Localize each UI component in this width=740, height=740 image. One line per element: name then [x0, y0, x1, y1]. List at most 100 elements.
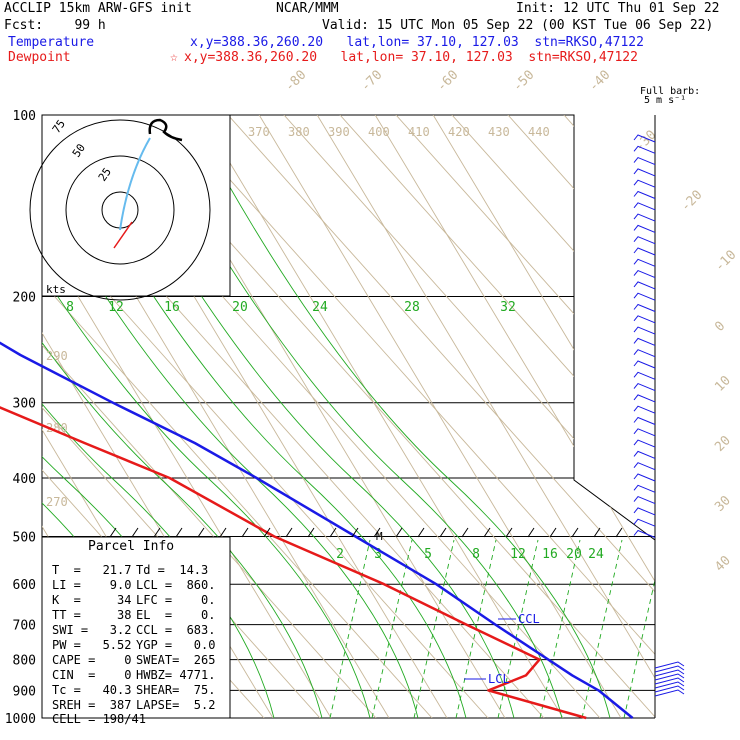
mixing-ratio-line: [623, 539, 655, 718]
dry-adiabat: [227, 115, 655, 718]
parcel-row: SWEAT= 265: [136, 653, 216, 667]
hodograph-ring-label: 50: [70, 141, 88, 159]
pressure-label: 300: [13, 397, 36, 412]
mixing-ratio-line: [581, 539, 623, 718]
wind-barb: [633, 450, 656, 459]
wind-barb: [633, 236, 656, 245]
parcel-info-frame: [41, 536, 231, 719]
isotherm-label: -40: [586, 68, 613, 95]
barb-key-units: 5 m s⁻¹: [644, 95, 687, 106]
wind-barb: [633, 416, 656, 425]
wind-barb: [633, 439, 656, 448]
isotherm-line: [258, 115, 622, 718]
parcel-row: Tc = 40.3: [52, 683, 132, 697]
mixing-ratio-label: 28: [404, 300, 420, 315]
m-label: M: [376, 530, 383, 543]
dewpoint-legend-label: Dewpoint: [8, 50, 71, 65]
isotherm-label: 10: [712, 373, 734, 395]
level-tick: [483, 527, 491, 538]
theta-label: 410: [408, 125, 430, 139]
wind-barb: [633, 156, 656, 166]
parcel-row: LCL = 860.: [136, 578, 216, 592]
mixing-ratio-label: 5: [424, 547, 432, 562]
isotherm-label: 0: [712, 319, 728, 335]
mixing-ratio-line: [497, 539, 539, 718]
mixing-ratio-label: 2: [336, 547, 344, 562]
wind-barb: [633, 202, 656, 211]
parcel-row: CCL = 683.: [136, 623, 216, 637]
level-tick: [461, 527, 469, 538]
isotherm-line: [374, 115, 655, 718]
level-tick: [373, 527, 381, 538]
wind-barb: [633, 337, 656, 346]
isotherm-label: 40: [712, 553, 734, 575]
temperature-station-info: x,y=388.36,260.20 lat,lon= 37.10, 127.03…: [190, 35, 644, 50]
level-tick: [307, 527, 315, 538]
wind-barb: [654, 685, 685, 693]
dry-adiabat: [283, 115, 655, 718]
level-tick: [219, 527, 227, 538]
wind-barb: [633, 349, 656, 358]
dewpoint-station-info: x,y=388.36,260.20 lat,lon= 37.10, 127.03…: [184, 50, 638, 65]
isotherm-label: -70: [358, 68, 385, 95]
moist-adiabat: [42, 115, 371, 718]
parcel-row: CIN = 0: [52, 668, 132, 682]
wind-barb: [633, 462, 656, 471]
theta-label: 440: [528, 125, 550, 139]
wind-barb: [633, 507, 656, 516]
temperature-legend-label: Temperature: [8, 35, 95, 50]
mixing-ratio-label: 16: [542, 547, 558, 562]
theta-label: 390: [328, 125, 350, 139]
level-tick: [571, 527, 579, 538]
wind-barb: [654, 673, 685, 681]
parcel-row: K = 34: [52, 593, 132, 607]
dry-adiabat: [42, 115, 433, 718]
level-tick: [131, 527, 139, 538]
parcel-row: LI = 9.0: [52, 578, 132, 592]
parcel-row: SREH = 387: [52, 698, 132, 712]
isotherm-label: 20: [712, 433, 734, 455]
level-tick: [593, 527, 601, 538]
ccl-label: CCL: [518, 612, 540, 626]
pressure-label: 500: [13, 530, 36, 545]
theta-label: 290: [46, 349, 68, 363]
hodograph-trace: [119, 137, 151, 231]
wind-barb: [654, 665, 685, 673]
lcl-label: LCL: [488, 672, 510, 686]
wind-barb: [633, 371, 656, 380]
pressure-label: 200: [13, 291, 36, 306]
model-title: ACCLIP 15km ARW-GFS init: [4, 1, 192, 16]
isotherm-label: -80: [282, 68, 309, 95]
hodograph-storm-vector: [113, 221, 133, 249]
wind-barb: [633, 484, 656, 493]
pressure-label: 900: [13, 684, 36, 699]
pressure-label: 1000: [5, 712, 36, 727]
wind-barb: [633, 168, 656, 177]
hodograph-ring-label: 25: [96, 165, 114, 183]
theta-label: 380: [288, 125, 310, 139]
dewpoint-marker: ☆: [170, 50, 178, 65]
wind-barb: [633, 315, 656, 324]
dry-adiabat: [42, 115, 489, 718]
parcel-row: T = 21.7: [52, 563, 132, 577]
wind-barb: [633, 360, 656, 369]
temperature-profile: [0, 341, 634, 719]
level-tick: [285, 527, 293, 538]
theta-label: 280: [46, 421, 68, 435]
hodograph-units-label: kts: [46, 283, 66, 296]
dry-adiabat: [451, 115, 655, 718]
mixing-ratio-label: 24: [312, 300, 328, 315]
wind-barb: [633, 303, 656, 312]
level-tick: [527, 527, 535, 538]
wind-barb: [633, 326, 656, 335]
moist-adiabat: [42, 115, 275, 718]
mixing-ratio-label: 20: [566, 547, 582, 562]
level-tick: [395, 527, 403, 538]
level-tick: [439, 527, 447, 538]
hodograph-upper-trace: [148, 118, 183, 142]
hodograph-box: [41, 114, 231, 297]
level-tick: [263, 527, 271, 538]
parcel-row: SWI = 3.2: [52, 623, 132, 637]
level-tick: [153, 527, 161, 538]
wind-barb: [633, 247, 656, 256]
